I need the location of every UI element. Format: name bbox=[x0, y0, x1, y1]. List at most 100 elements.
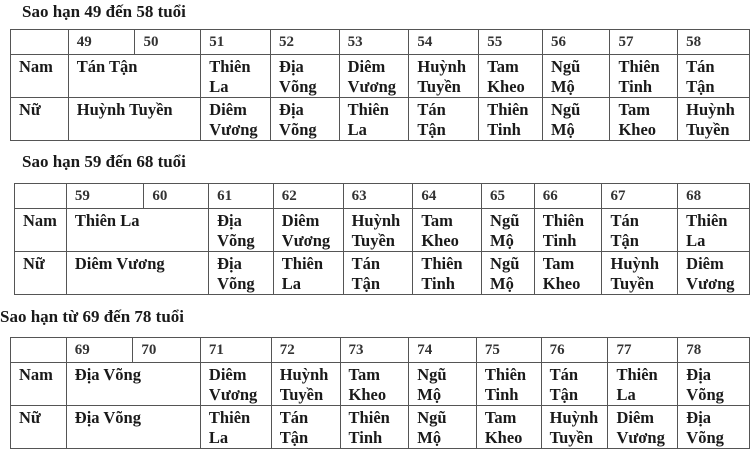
row-label: Nữ bbox=[10, 97, 69, 141]
star-name: Tán Tận bbox=[549, 365, 579, 404]
star-name: Diêm Vương bbox=[686, 254, 735, 293]
star-name: Ngũ Mộ bbox=[417, 408, 447, 447]
star-cell: Địa Võng bbox=[270, 54, 340, 98]
star-cell: Thiên Tinh bbox=[339, 405, 410, 449]
star-cell: Ngũ Mộ bbox=[408, 405, 477, 449]
star-cell: Thiên La bbox=[272, 251, 344, 295]
corner-cell bbox=[10, 337, 67, 363]
star-name: Huỳnh Tuyền bbox=[76, 100, 173, 119]
header-row: 69 70 71 72 73 74 75 76 77 78 bbox=[10, 337, 750, 363]
age-cell: 66 bbox=[533, 183, 603, 209]
star-name: Thiên Tinh bbox=[618, 57, 660, 96]
table-row: Nam Thiên La Địa Võng Diêm Vương Huỳnh Tuyền… bbox=[14, 208, 750, 252]
star-name: Ngũ Mộ bbox=[490, 211, 520, 250]
star-name: Ngũ Mộ bbox=[490, 254, 520, 293]
header-row: 59 60 61 62 63 64 65 66 67 68 bbox=[14, 183, 750, 209]
star-name: Tam Kheo bbox=[487, 57, 525, 96]
star-name: Thiên La bbox=[209, 57, 251, 96]
star-cell: Diêm Vương bbox=[272, 208, 344, 252]
star-cell: Thiên Tinh bbox=[475, 362, 542, 406]
star-cell: Tam Kheo bbox=[475, 405, 542, 449]
star-name: Huỳnh Tuyền bbox=[610, 254, 660, 293]
star-cell: Huỳnh Tuyền bbox=[540, 405, 609, 449]
age-cell: 74 bbox=[408, 337, 477, 363]
age-cell: 52 bbox=[270, 29, 340, 55]
star-cell: Ngũ Mộ bbox=[541, 97, 611, 141]
star-cell: Diêm Vương bbox=[199, 362, 272, 406]
age-cell: 73 bbox=[339, 337, 410, 363]
star-name: Địa Võng bbox=[74, 365, 141, 384]
star-name: Ngũ Mộ bbox=[417, 365, 447, 404]
age-cell: 56 bbox=[541, 29, 611, 55]
age-cell: 60 bbox=[143, 183, 210, 209]
star-name: Thiên La bbox=[347, 100, 389, 139]
star-cell: Thiên La bbox=[607, 362, 679, 406]
star-cell: Diêm Vương bbox=[338, 54, 410, 98]
star-name: Huỳnh Tuyền bbox=[417, 57, 467, 96]
star-name: Địa Võng bbox=[279, 57, 317, 96]
table-row: Nam Tán Tận Thiên La Địa Võng Diêm Vương Huỳn… bbox=[10, 54, 750, 98]
star-cell: Diêm Vương bbox=[677, 251, 750, 295]
star-cell: Diêm Vương bbox=[607, 405, 679, 449]
horoscope-table: 59 60 61 62 63 64 65 66 67 68 Nam Thiên La Địa Võng D… bbox=[14, 183, 750, 295]
star-cell: Địa Võng bbox=[677, 405, 750, 449]
star-cell: Thiên La bbox=[200, 54, 272, 98]
age-cell: 63 bbox=[342, 183, 414, 209]
merged-cell: Địa Võng bbox=[65, 405, 201, 449]
star-cell: Tán Tận bbox=[677, 54, 750, 98]
star-cell: Tam Kheo bbox=[533, 251, 603, 295]
star-cell: Địa Võng bbox=[208, 251, 274, 295]
star-name: Huỳnh Tuyền bbox=[686, 100, 735, 139]
star-name: Địa Võng bbox=[686, 365, 724, 404]
star-cell: Tán Tận bbox=[601, 208, 679, 252]
star-cell: Tam Kheo bbox=[412, 208, 483, 252]
star-cell: Địa Võng bbox=[270, 97, 340, 141]
star-cell: Diêm Vương bbox=[200, 97, 272, 141]
star-cell: Huỳnh Tuyền bbox=[270, 362, 341, 406]
star-cell: Tán Tận bbox=[408, 97, 480, 141]
star-name: Tam Kheo bbox=[484, 408, 523, 447]
star-cell: Thiên Tinh bbox=[609, 54, 679, 98]
star-cell: Địa Võng bbox=[208, 208, 274, 252]
corner-cell bbox=[14, 183, 67, 209]
star-name: Diêm Vương bbox=[347, 57, 397, 96]
star-cell: Thiên La bbox=[677, 208, 750, 252]
star-name: Thiên Tinh bbox=[484, 365, 527, 404]
star-name: Thiên Tinh bbox=[348, 408, 390, 447]
row-label: Nam bbox=[10, 362, 67, 406]
star-name: Diêm Vương bbox=[74, 254, 165, 273]
star-cell: Tam Kheo bbox=[609, 97, 679, 141]
age-cell: 58 bbox=[677, 29, 750, 55]
star-name: Huỳnh Tuyền bbox=[351, 211, 401, 250]
star-name: Huỳnh Tuyền bbox=[279, 365, 329, 404]
star-cell: Tán Tận bbox=[540, 362, 609, 406]
section-title: Sao hạn 49 đến 58 tuổi bbox=[22, 2, 186, 21]
age-cell: 59 bbox=[65, 183, 145, 209]
star-name: Địa Võng bbox=[217, 254, 255, 293]
star-cell: Thiên Tinh bbox=[478, 97, 543, 141]
row-label: Nữ bbox=[14, 251, 67, 295]
star-name: Tán Tận bbox=[351, 254, 380, 293]
star-name: Ngũ Mộ bbox=[550, 57, 581, 96]
merged-cell: Địa Võng bbox=[65, 362, 201, 406]
star-name: Tam Kheo bbox=[348, 365, 387, 404]
horoscope-table: 69 70 71 72 73 74 75 76 77 78 Nam Địa Võng Diêm Vươn… bbox=[10, 337, 750, 449]
star-name: Địa Võng bbox=[217, 211, 255, 250]
star-name: Tam Kheo bbox=[421, 211, 459, 250]
age-cell: 76 bbox=[540, 337, 609, 363]
age-cell: 54 bbox=[408, 29, 480, 55]
age-cell: 65 bbox=[481, 183, 535, 209]
merged-cell: Diêm Vương bbox=[65, 251, 210, 295]
age-cell: 53 bbox=[338, 29, 410, 55]
row-label: Nam bbox=[10, 54, 69, 98]
table-row: Nam Địa Võng Diêm Vương Huỳnh Tuyền Tam Kheo… bbox=[10, 362, 750, 406]
age-cell: 64 bbox=[412, 183, 483, 209]
star-name: Diêm Vương bbox=[281, 211, 331, 250]
horoscope-table: 49 50 51 52 53 54 55 56 57 58 Nam Tán Tận Thiên La Đị… bbox=[10, 29, 750, 141]
merged-cell: Tán Tận bbox=[67, 54, 202, 98]
star-name: Tam Kheo bbox=[618, 100, 657, 139]
star-name: Thiên Tinh bbox=[487, 100, 529, 139]
age-cell: 51 bbox=[200, 29, 272, 55]
star-cell: Thiên Tinh bbox=[533, 208, 603, 252]
star-cell: Thiên La bbox=[338, 97, 410, 141]
